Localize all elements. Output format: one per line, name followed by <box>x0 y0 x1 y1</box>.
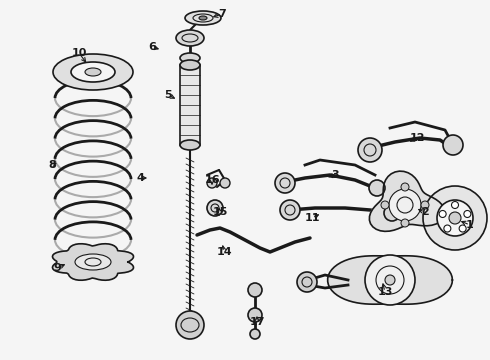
Text: 17: 17 <box>249 317 265 327</box>
Text: 11: 11 <box>304 213 320 223</box>
Circle shape <box>449 212 461 224</box>
Ellipse shape <box>199 16 207 20</box>
Circle shape <box>220 178 230 188</box>
Ellipse shape <box>75 254 111 270</box>
Ellipse shape <box>180 140 200 150</box>
Circle shape <box>176 311 204 339</box>
Text: 12: 12 <box>409 133 425 143</box>
Ellipse shape <box>71 62 115 82</box>
Circle shape <box>358 138 382 162</box>
Circle shape <box>423 186 487 250</box>
Text: 7: 7 <box>218 9 226 19</box>
Circle shape <box>365 255 415 305</box>
Polygon shape <box>369 171 445 231</box>
Circle shape <box>207 178 217 188</box>
Ellipse shape <box>176 30 204 46</box>
Circle shape <box>421 201 429 209</box>
Text: 1: 1 <box>466 220 474 230</box>
Circle shape <box>369 180 385 196</box>
Circle shape <box>439 211 446 217</box>
Circle shape <box>384 205 400 221</box>
Ellipse shape <box>85 68 101 76</box>
Text: 14: 14 <box>216 247 232 257</box>
Text: 4: 4 <box>136 173 144 183</box>
Circle shape <box>275 173 295 193</box>
Circle shape <box>464 211 471 217</box>
Text: 15: 15 <box>212 207 228 217</box>
Circle shape <box>401 183 409 191</box>
Circle shape <box>385 275 395 285</box>
Ellipse shape <box>185 11 221 25</box>
Text: 13: 13 <box>377 287 392 297</box>
Circle shape <box>444 225 451 232</box>
Circle shape <box>389 189 421 221</box>
Text: 5: 5 <box>164 90 172 100</box>
Circle shape <box>250 329 260 339</box>
Ellipse shape <box>180 60 200 70</box>
Circle shape <box>297 272 317 292</box>
Circle shape <box>443 135 463 155</box>
Circle shape <box>381 201 389 209</box>
Ellipse shape <box>53 54 133 90</box>
Circle shape <box>248 283 262 297</box>
Circle shape <box>207 200 223 216</box>
Polygon shape <box>52 244 133 280</box>
Circle shape <box>248 308 262 322</box>
Text: 6: 6 <box>148 42 156 52</box>
Ellipse shape <box>180 53 200 63</box>
Text: 10: 10 <box>72 48 87 58</box>
Circle shape <box>401 219 409 227</box>
Text: 3: 3 <box>331 170 339 180</box>
Text: 16: 16 <box>204 175 220 185</box>
Polygon shape <box>328 256 452 304</box>
Circle shape <box>451 202 459 208</box>
Text: 9: 9 <box>53 263 61 273</box>
Text: 2: 2 <box>421 207 429 217</box>
Circle shape <box>437 200 473 236</box>
Circle shape <box>280 200 300 220</box>
Circle shape <box>459 225 466 232</box>
Bar <box>180 65 200 145</box>
Text: 8: 8 <box>48 160 56 170</box>
